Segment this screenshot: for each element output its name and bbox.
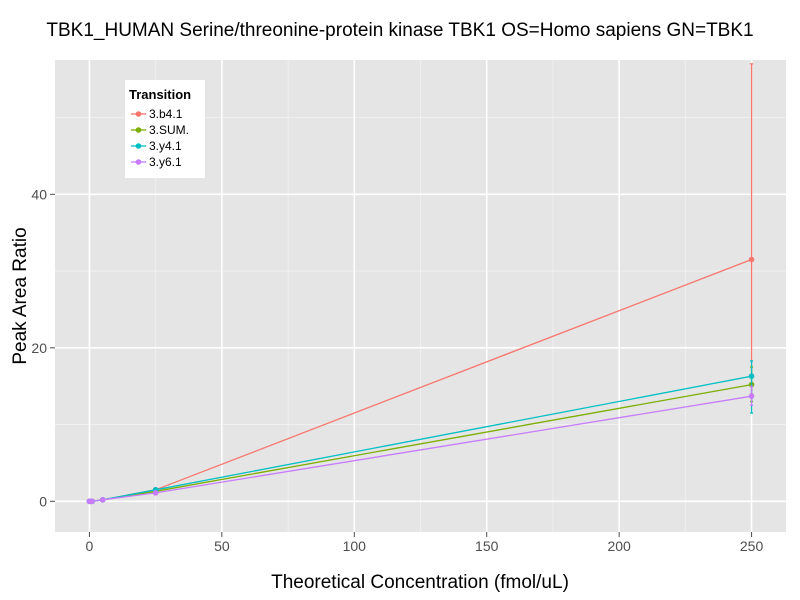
x-tick-label: 200 (607, 538, 631, 554)
legend-title: Transition (129, 87, 191, 102)
data-point (748, 256, 755, 263)
data-point (748, 393, 755, 399)
x-tick-label: 0 (86, 538, 94, 554)
legend-items: 3.b4.1 3.SUM. 3.y4.1 3.y6.1 (131, 107, 189, 169)
series-3.y6.1 (86, 385, 755, 505)
data-point (152, 490, 159, 496)
y-tick-label: 20 (31, 340, 47, 356)
legend-swatch-point (135, 127, 142, 133)
series-layer (86, 63, 755, 505)
legend-swatch-point (135, 159, 142, 165)
data-point (99, 496, 106, 503)
x-tick-label: 150 (475, 538, 499, 554)
x-tick-label: 50 (214, 538, 230, 554)
legend-label: 3.b4.1 (149, 107, 183, 121)
legend-item: 3.y6.1 (131, 155, 182, 169)
legend-item: 3.SUM. (131, 123, 189, 137)
ticks: 0 50 100 150 200 250 0 20 40 (31, 186, 763, 554)
chart-title: TBK1_HUMAN Serine/threonine-protein kina… (46, 20, 753, 41)
legend-swatch-point (135, 111, 142, 117)
legend: Transition 3.b4.1 3.SUM. 3.y4.1 3.y6.1 (125, 80, 205, 178)
data-point (748, 373, 755, 380)
x-tick-label: 100 (343, 538, 367, 554)
legend-item: 3.y4.1 (131, 139, 182, 153)
x-axis-label: Theoretical Concentration (fmol/uL) (271, 572, 569, 593)
y-tick-label: 0 (39, 493, 47, 509)
legend-label: 3.y4.1 (149, 139, 182, 153)
data-point (89, 498, 95, 505)
legend-swatch-point (135, 143, 142, 149)
y-axis-label: Peak Area Ratio (10, 227, 31, 364)
legend-label: 3.y6.1 (149, 155, 182, 169)
legend-item: 3.b4.1 (131, 107, 183, 121)
y-tick-label: 40 (31, 186, 47, 202)
x-tick-label: 250 (740, 538, 764, 554)
legend-label: 3.SUM. (149, 123, 189, 137)
